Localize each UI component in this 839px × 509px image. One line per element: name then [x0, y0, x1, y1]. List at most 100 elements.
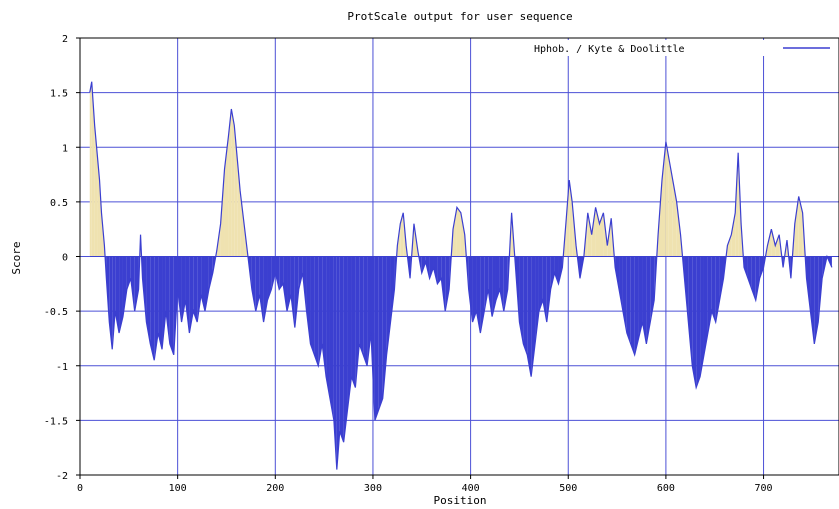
- negative-area-segment: [700, 256, 704, 377]
- negative-area-segment: [759, 256, 764, 279]
- positive-area-segment: [460, 212, 465, 257]
- negative-area-segment: [347, 256, 352, 410]
- negative-area-segment: [329, 256, 334, 421]
- y-tick-label: 1: [62, 143, 68, 154]
- negative-area-segment: [719, 256, 724, 301]
- positive-area-segment: [453, 207, 457, 257]
- negative-area-segment: [688, 256, 693, 366]
- negative-area-segment: [336, 256, 340, 470]
- negative-area-segment: [162, 256, 166, 350]
- negative-area-segment: [531, 256, 536, 377]
- negative-area-segment: [535, 256, 539, 344]
- negative-area-segment: [554, 256, 559, 284]
- negative-area-segment: [290, 256, 295, 328]
- x-axis-title: Position: [434, 494, 487, 507]
- negative-area-segment: [130, 256, 135, 312]
- negative-area-segment: [744, 256, 748, 279]
- negative-area-segment: [538, 256, 543, 312]
- negative-area-segment: [378, 256, 383, 410]
- y-tick-label: 2: [62, 34, 68, 45]
- negative-area-segment: [488, 256, 493, 317]
- negative-area-segment: [333, 256, 337, 470]
- positive-area-segment: [97, 158, 100, 257]
- positive-area-segment: [228, 109, 232, 257]
- y-tick-label: 0: [62, 253, 68, 264]
- negative-area-segment: [634, 256, 639, 355]
- negative-area-segment: [283, 256, 288, 312]
- negative-area-segment: [306, 256, 311, 344]
- legend-label: Hphob. / Kyte & Doolittle: [534, 44, 685, 55]
- negative-area-segment: [119, 256, 123, 333]
- negative-area-segment: [390, 256, 395, 323]
- positive-area-segment: [798, 196, 803, 257]
- negative-area-segment: [468, 256, 473, 323]
- negative-area-segment: [259, 256, 264, 323]
- x-tick-label: 300: [364, 483, 382, 494]
- negative-area-segment: [495, 256, 500, 301]
- negative-area-segment: [386, 256, 391, 355]
- negative-area-segment: [692, 256, 697, 388]
- positive-area-segment: [231, 109, 235, 257]
- negative-area-segment: [275, 256, 280, 290]
- positive-area-segment: [456, 207, 461, 257]
- negative-area-segment: [310, 256, 315, 355]
- negative-area-segment: [550, 256, 555, 290]
- negative-area-segment: [429, 256, 434, 279]
- positive-area-segment: [94, 125, 98, 257]
- negative-area-segment: [546, 256, 551, 323]
- negative-area-segment: [318, 256, 323, 366]
- negative-area-segment: [642, 256, 647, 344]
- y-axis-title: Score: [10, 241, 23, 274]
- legend-box: [528, 40, 834, 56]
- negative-area-segment: [527, 256, 532, 377]
- hydropathy-area: [89, 81, 839, 470]
- positive-area-segment: [89, 81, 92, 257]
- positive-area-segment: [587, 212, 592, 257]
- negative-area-segment: [204, 256, 209, 312]
- negative-area-segment: [343, 256, 348, 443]
- x-tick-label: 0: [77, 483, 83, 494]
- negative-area-segment: [146, 256, 151, 344]
- negative-area-segment: [208, 256, 213, 290]
- positive-area-segment: [240, 190, 245, 257]
- negative-area-segment: [638, 256, 643, 339]
- negative-area-segment: [696, 256, 701, 388]
- negative-area-segment: [322, 256, 327, 377]
- negative-area-segment: [363, 256, 368, 366]
- positive-area-segment: [400, 212, 404, 257]
- positive-area-segment: [91, 81, 95, 257]
- positive-area-segment: [775, 234, 780, 257]
- negative-area-segment: [630, 256, 635, 355]
- positive-area-segment: [665, 141, 669, 257]
- positive-area-segment: [591, 207, 596, 257]
- negative-area-segment: [558, 256, 563, 284]
- axis-ticks: 2 1.5 1 0.5 0 -0.5 -1 -1.5 -2 0 100 200 300 400 500 600…: [44, 34, 773, 494]
- legend: Hphob. / Kyte & Doolittle: [528, 40, 834, 56]
- negative-area-segment: [298, 256, 303, 290]
- positive-area-segment: [676, 201, 681, 257]
- negative-area-segment: [437, 256, 442, 284]
- negative-area-segment: [519, 256, 524, 344]
- y-tick-label: 1.5: [50, 89, 68, 100]
- negative-area-segment: [441, 256, 446, 312]
- positive-area-segment: [727, 234, 732, 257]
- negative-area-segment: [251, 256, 256, 312]
- positive-area-segment: [794, 196, 799, 257]
- x-tick-label: 500: [559, 483, 577, 494]
- negative-area-segment: [158, 256, 163, 350]
- negative-area-segment: [492, 256, 496, 317]
- x-tick-label: 100: [169, 483, 187, 494]
- negative-area-segment: [314, 256, 319, 366]
- negative-area-segment: [703, 256, 708, 355]
- positive-area-segment: [595, 207, 600, 257]
- negative-area-segment: [503, 256, 508, 312]
- negative-area-segment: [150, 256, 155, 361]
- y-tick-label: -2: [56, 471, 68, 482]
- positive-area-segment: [99, 180, 102, 257]
- negative-area-segment: [326, 256, 330, 399]
- negative-area-segment: [267, 256, 272, 301]
- negative-area-segment: [484, 256, 489, 312]
- positive-area-segment: [668, 158, 673, 257]
- negative-area-segment: [197, 256, 202, 323]
